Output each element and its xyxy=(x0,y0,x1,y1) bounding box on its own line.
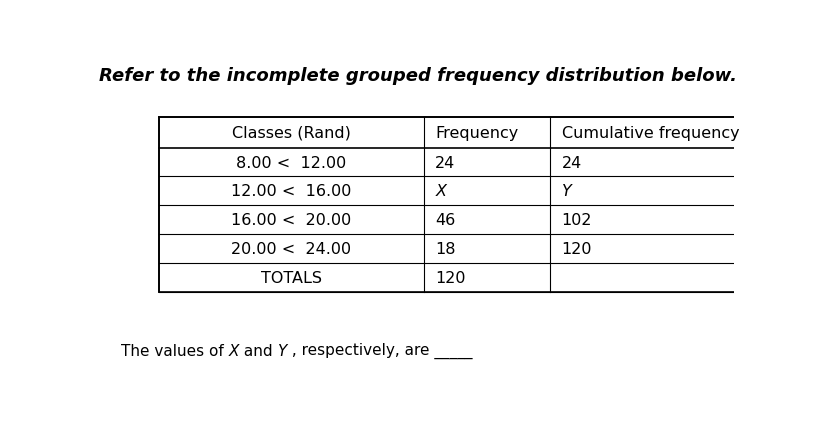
Text: and: and xyxy=(239,343,277,358)
Text: 20.00 <  24.00: 20.00 < 24.00 xyxy=(231,242,351,257)
Text: Frequency: Frequency xyxy=(435,126,518,141)
Text: Classes (Rand): Classes (Rand) xyxy=(232,126,350,141)
Text: 12.00 <  16.00: 12.00 < 16.00 xyxy=(231,184,351,199)
Text: 46: 46 xyxy=(435,213,456,228)
Text: 120: 120 xyxy=(562,242,593,257)
Text: TOTALS: TOTALS xyxy=(261,270,322,286)
Text: 102: 102 xyxy=(562,213,593,228)
Text: 120: 120 xyxy=(435,270,466,286)
Text: X: X xyxy=(435,184,447,199)
Text: Refer to the incomplete grouped frequency distribution below.: Refer to the incomplete grouped frequenc… xyxy=(99,67,737,84)
Text: The values of: The values of xyxy=(121,343,228,358)
Text: 16.00 <  20.00: 16.00 < 20.00 xyxy=(231,213,351,228)
Text: 8.00 <  12.00: 8.00 < 12.00 xyxy=(236,155,346,170)
Text: Y: Y xyxy=(277,343,287,358)
Text: X: X xyxy=(228,343,239,358)
Text: , respectively, are _____: , respectively, are _____ xyxy=(287,342,473,358)
Text: Cumulative frequency: Cumulative frequency xyxy=(562,126,739,141)
Bar xyxy=(159,118,791,292)
Text: 24: 24 xyxy=(562,155,582,170)
Text: 18: 18 xyxy=(435,242,456,257)
Text: Y: Y xyxy=(562,184,571,199)
Text: 24: 24 xyxy=(435,155,456,170)
